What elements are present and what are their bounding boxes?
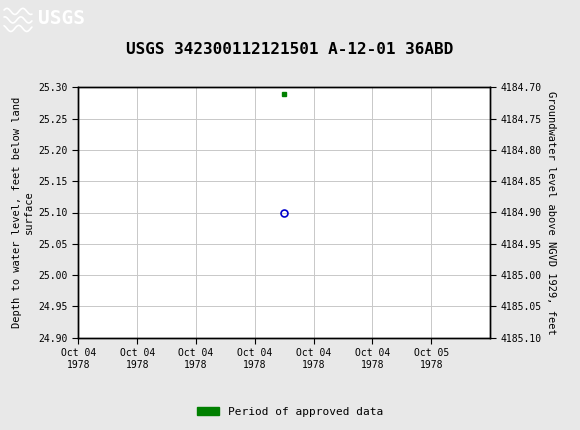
Y-axis label: Groundwater level above NGVD 1929, feet: Groundwater level above NGVD 1929, feet [546,91,556,335]
Legend: Period of approved data: Period of approved data [193,402,387,421]
Y-axis label: Depth to water level, feet below land
surface: Depth to water level, feet below land su… [12,97,34,328]
Text: USGS 342300112121501 A-12-01 36ABD: USGS 342300112121501 A-12-01 36ABD [126,42,454,57]
Text: USGS: USGS [38,9,85,28]
